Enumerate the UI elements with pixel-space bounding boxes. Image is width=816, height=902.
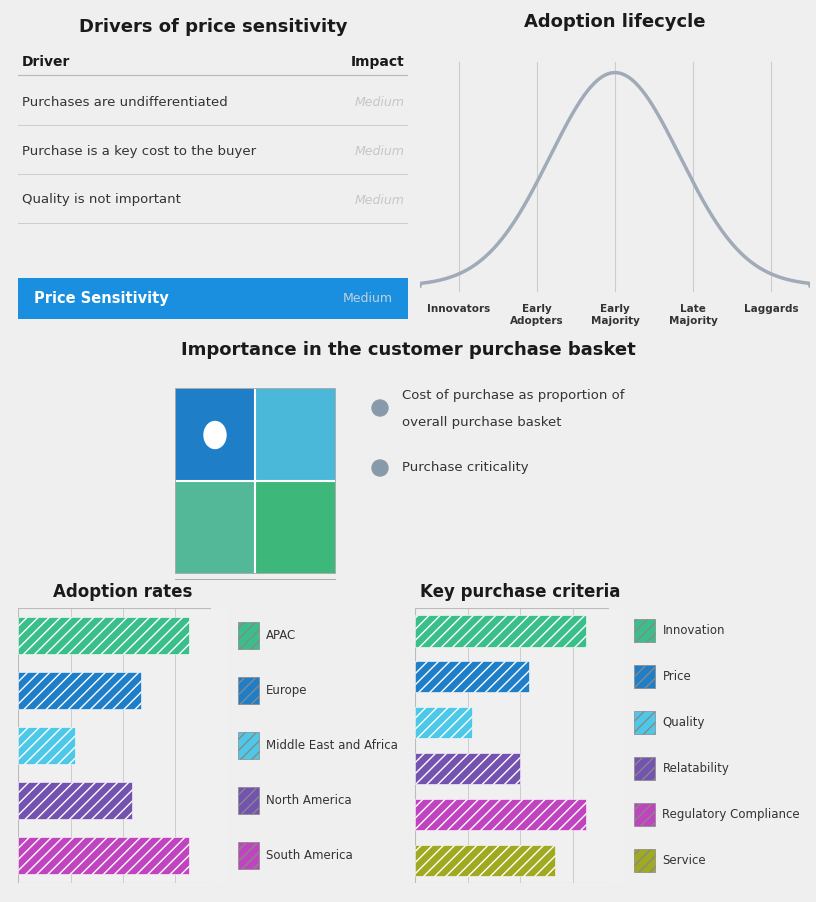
Title: Adoption rates: Adoption rates (53, 583, 193, 601)
Bar (633, 666, 655, 688)
Text: Quality is not important: Quality is not important (22, 194, 181, 207)
Bar (415, 661, 529, 693)
Text: Laggards: Laggards (743, 304, 798, 314)
Text: Middle East and Africa: Middle East and Africa (265, 739, 397, 752)
Bar (18, 617, 188, 654)
Text: Medium: Medium (354, 144, 404, 158)
Bar (238, 842, 259, 870)
Bar (415, 707, 472, 738)
Bar (255, 389, 335, 481)
Bar (238, 676, 259, 704)
Ellipse shape (204, 421, 226, 448)
Text: Driver: Driver (22, 55, 70, 69)
Text: Early
Majority: Early Majority (591, 304, 640, 326)
Bar (18, 837, 188, 874)
Circle shape (372, 460, 388, 476)
Bar (255, 481, 335, 573)
Bar (238, 787, 259, 815)
Text: Purchases are undifferentiated: Purchases are undifferentiated (22, 96, 228, 109)
Text: Innovation: Innovation (663, 624, 725, 638)
Bar (175, 481, 255, 573)
Text: North America: North America (265, 794, 351, 807)
Text: Medium: Medium (354, 194, 404, 207)
Text: Innovators: Innovators (428, 304, 490, 314)
Bar (18, 727, 75, 764)
Text: Drivers of price sensitivity: Drivers of price sensitivity (79, 18, 348, 36)
Text: Importance in the customer purchase basket: Importance in the customer purchase bask… (180, 341, 636, 359)
Text: South America: South America (265, 849, 353, 862)
Bar (18, 672, 140, 709)
Bar (415, 615, 586, 647)
Bar (238, 621, 259, 649)
Bar (175, 389, 255, 481)
Text: Impact: Impact (350, 55, 404, 69)
Text: Europe: Europe (265, 684, 307, 697)
Text: Medium: Medium (343, 292, 392, 305)
Text: Late
Majority: Late Majority (668, 304, 717, 326)
Text: Adoption lifecycle: Adoption lifecycle (524, 13, 706, 31)
Text: Medium: Medium (354, 96, 404, 109)
Bar (633, 620, 655, 642)
Bar (238, 732, 259, 759)
Bar (415, 844, 555, 876)
Bar (415, 798, 586, 830)
Circle shape (372, 400, 388, 416)
Text: Cost of purchase as proportion of: Cost of purchase as proportion of (402, 389, 624, 402)
Bar (633, 711, 655, 734)
Title: Key purchase criteria: Key purchase criteria (419, 583, 620, 601)
Text: Purchase is a key cost to the buyer: Purchase is a key cost to the buyer (22, 144, 256, 158)
Bar (633, 849, 655, 871)
Text: Service: Service (663, 853, 706, 867)
Text: Purchase criticality: Purchase criticality (402, 462, 529, 474)
Text: APAC: APAC (265, 629, 296, 642)
Text: Price Sensitivity: Price Sensitivity (33, 290, 168, 306)
FancyBboxPatch shape (18, 278, 408, 318)
Bar (633, 757, 655, 780)
Text: Regulatory Compliance: Regulatory Compliance (663, 808, 800, 821)
Bar (18, 782, 131, 819)
Text: Relatability: Relatability (663, 762, 730, 775)
Bar (415, 753, 520, 784)
Bar (175, 388, 335, 573)
Text: overall purchase basket: overall purchase basket (402, 416, 561, 429)
Text: Price: Price (663, 670, 691, 683)
Text: Quality: Quality (663, 716, 705, 729)
Bar (633, 803, 655, 825)
Text: Early
Adopters: Early Adopters (510, 304, 564, 326)
